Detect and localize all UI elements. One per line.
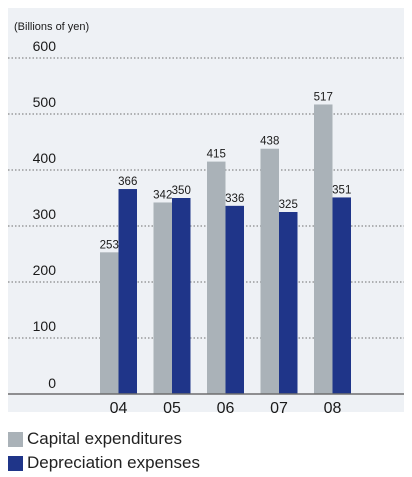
data-label: 342 <box>153 189 172 201</box>
legend-swatch-depreciation-expenses <box>8 455 23 471</box>
data-label: 366 <box>118 176 137 188</box>
legend: Capital expenditures Depreciation expens… <box>8 427 200 475</box>
y-tick-label: 200 <box>33 262 57 278</box>
y-tick-label: 500 <box>33 94 57 110</box>
legend-item-capital-expenditures: Capital expenditures <box>8 427 200 451</box>
bar-capital-expenditures <box>153 202 172 394</box>
x-tick-label: 05 <box>163 400 181 417</box>
bars <box>100 104 351 394</box>
legend-label-depreciation-expenses: Depreciation expenses <box>27 453 200 472</box>
data-label: 415 <box>207 149 226 161</box>
x-tick-label: 06 <box>217 400 235 417</box>
legend-label-capital-expenditures: Capital expenditures <box>27 429 182 448</box>
bar-capital-expenditures <box>100 252 119 394</box>
legend-item-depreciation-expenses: Depreciation expenses <box>8 451 200 475</box>
bar-capital-expenditures <box>207 161 226 394</box>
data-labels: 253 366 342 350 415 336 438 325 517 351 <box>100 91 352 251</box>
bar-depreciation-expenses <box>172 198 191 394</box>
data-label: 350 <box>172 185 191 197</box>
y-tick-label: 100 <box>33 318 57 334</box>
data-label: 325 <box>279 199 298 211</box>
x-tick-label: 07 <box>270 400 288 417</box>
bar-depreciation-expenses <box>118 189 137 394</box>
bar-depreciation-expenses <box>225 205 244 394</box>
data-label: 517 <box>314 91 333 103</box>
y-tick-label: 400 <box>33 150 57 166</box>
data-label: 438 <box>260 136 279 148</box>
legend-swatch-capital-expenditures <box>8 431 23 447</box>
bar-capital-expenditures <box>260 148 279 394</box>
unit-label: (Billions of yen) <box>14 21 89 33</box>
x-axis-ticks: 04 05 06 07 08 <box>110 400 342 417</box>
x-tick-label: 08 <box>324 400 342 417</box>
y-tick-label: 600 <box>33 38 57 54</box>
bar-capital-expenditures <box>314 104 333 394</box>
y-tick-label: 300 <box>33 206 57 222</box>
y-axis-ticks: 0 100 200 300 400 500 600 <box>33 38 57 391</box>
data-label: 351 <box>332 184 351 196</box>
x-tick-label: 04 <box>110 400 128 417</box>
bar-depreciation-expenses <box>279 212 298 394</box>
bar-depreciation-expenses <box>332 197 351 394</box>
y-tick-label: 0 <box>48 375 56 391</box>
data-label: 336 <box>225 193 244 205</box>
data-label: 253 <box>100 239 119 251</box>
bar-chart: (Billions of yen) 0 100 200 300 400 500 600 25… <box>8 8 404 417</box>
